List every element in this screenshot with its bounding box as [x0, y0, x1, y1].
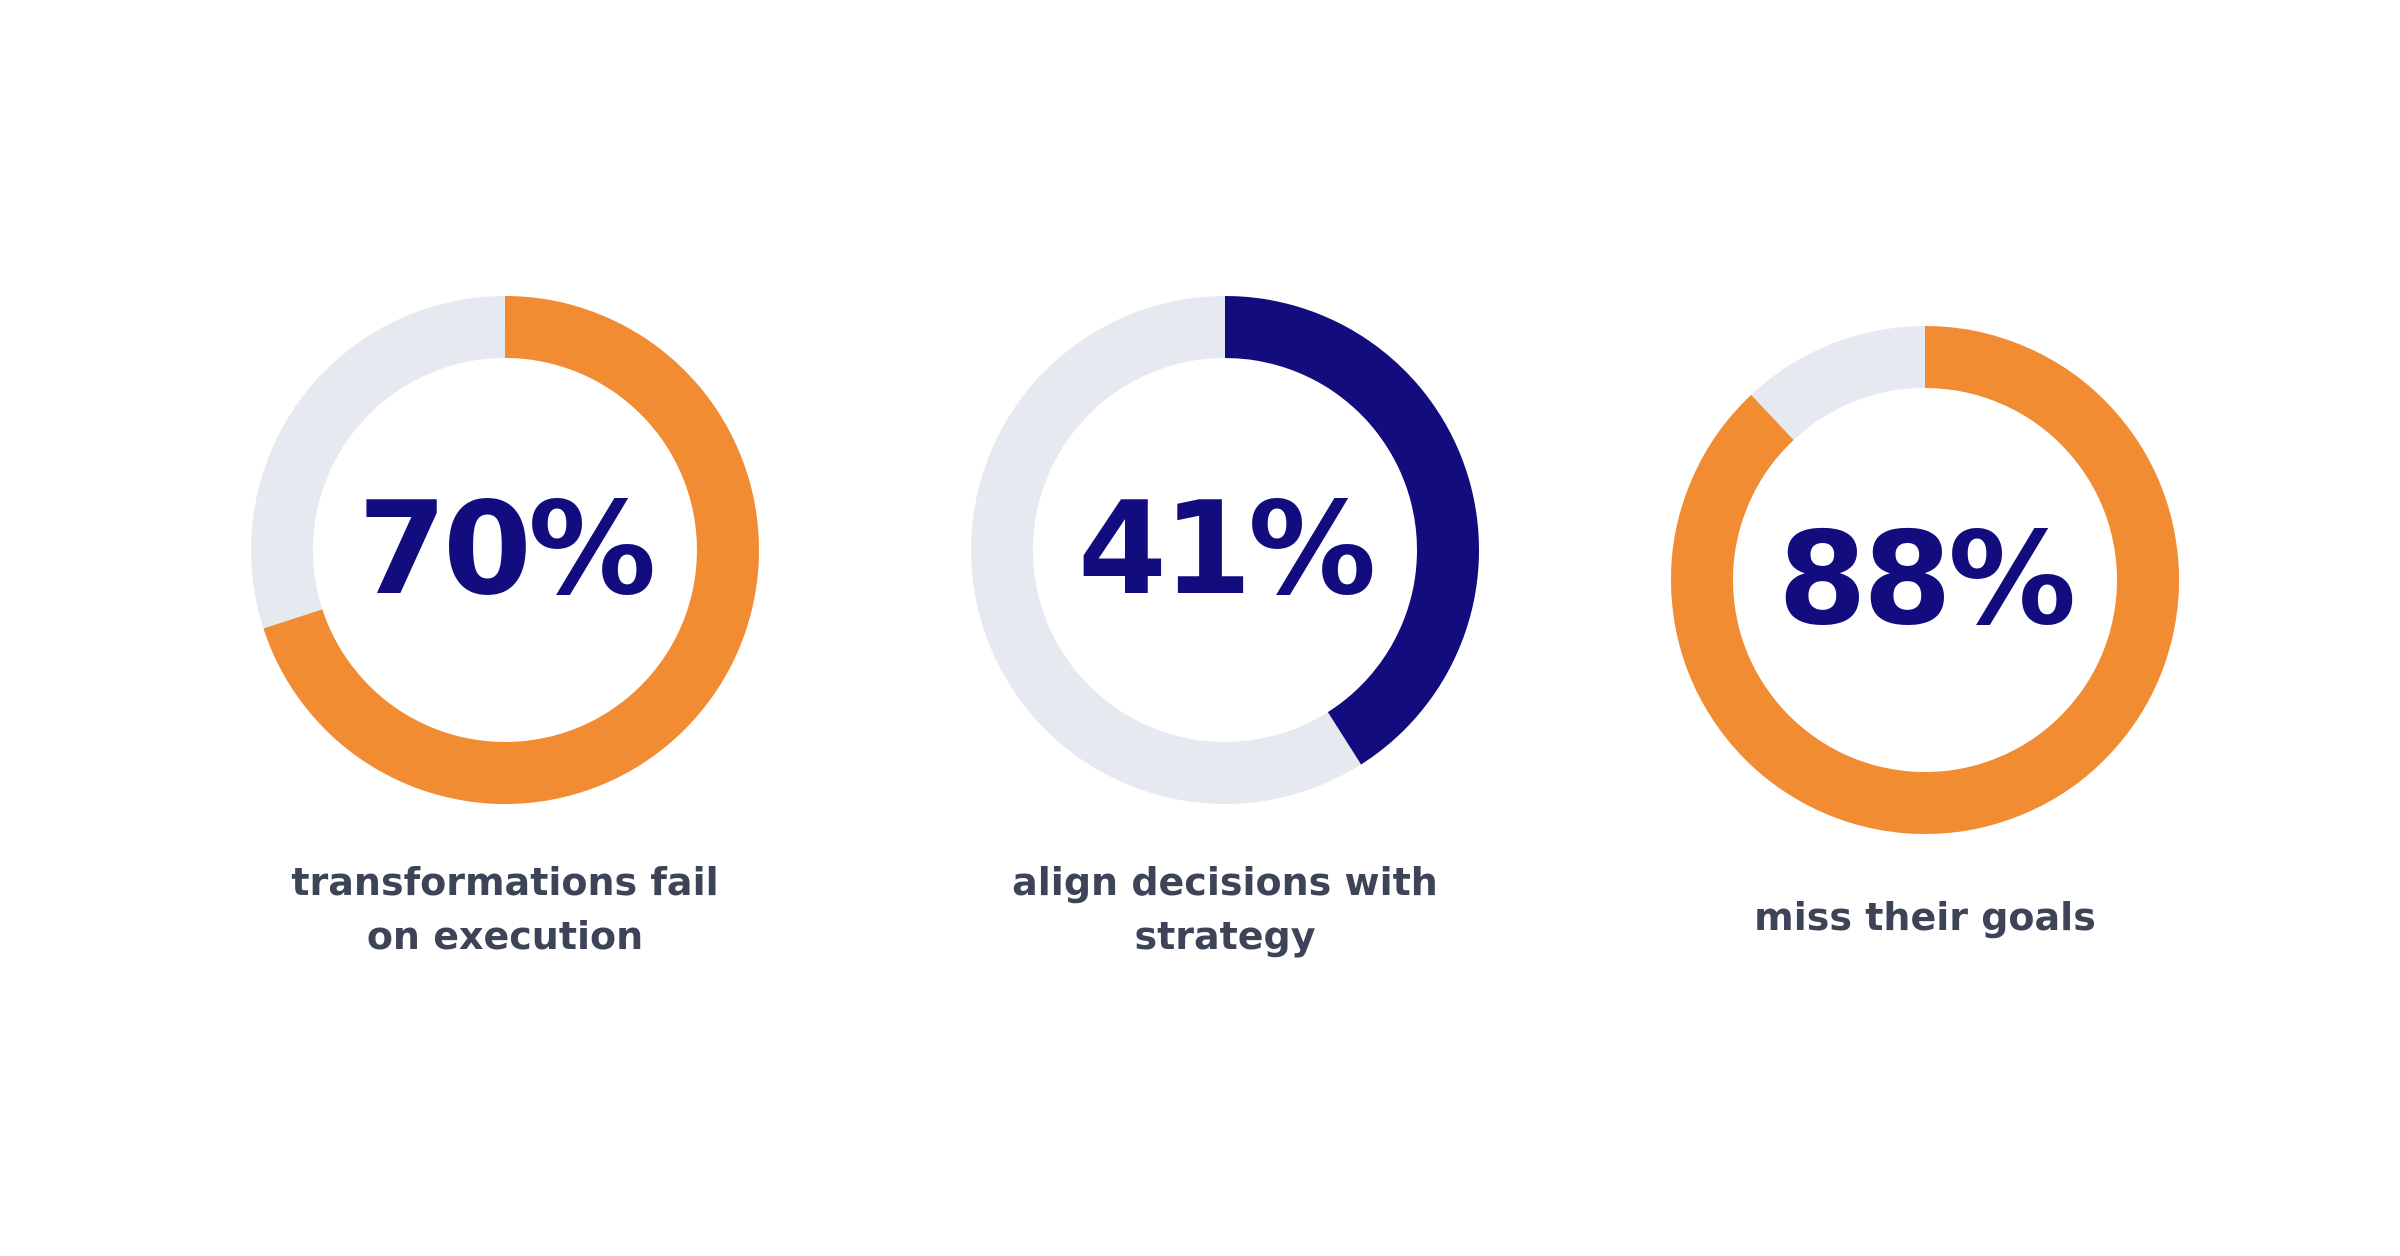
stat-label-2: align decisions with strategy: [1012, 860, 1438, 958]
donut-chart-3: 88%: [1670, 325, 2180, 835]
stat-label-3: miss their goals: [1754, 895, 2096, 939]
stat-value-3: 88%: [1777, 505, 2076, 654]
stat-card-3: 88% miss their goals: [1575, 325, 2275, 944]
donut-arc-3: [1671, 326, 2179, 834]
donut-arc-1: [263, 296, 759, 804]
stat-value-1: 70%: [357, 475, 656, 624]
donut-arc-2: [1224, 296, 1479, 765]
donut-svg-1: [251, 296, 759, 804]
stat-value-2: 41%: [1077, 475, 1376, 624]
stat-card-1: 70% transformations fail on execution: [155, 295, 855, 963]
donut-svg-3: [1671, 326, 2179, 834]
donut-chart-2: 41%: [970, 295, 1480, 805]
donut-svg-2: [971, 296, 1479, 804]
stat-label-1: transformations fail on execution: [291, 860, 719, 958]
stat-card-2: 41% align decisions with strategy: [875, 295, 1575, 963]
donut-chart-1: 70%: [250, 295, 760, 805]
